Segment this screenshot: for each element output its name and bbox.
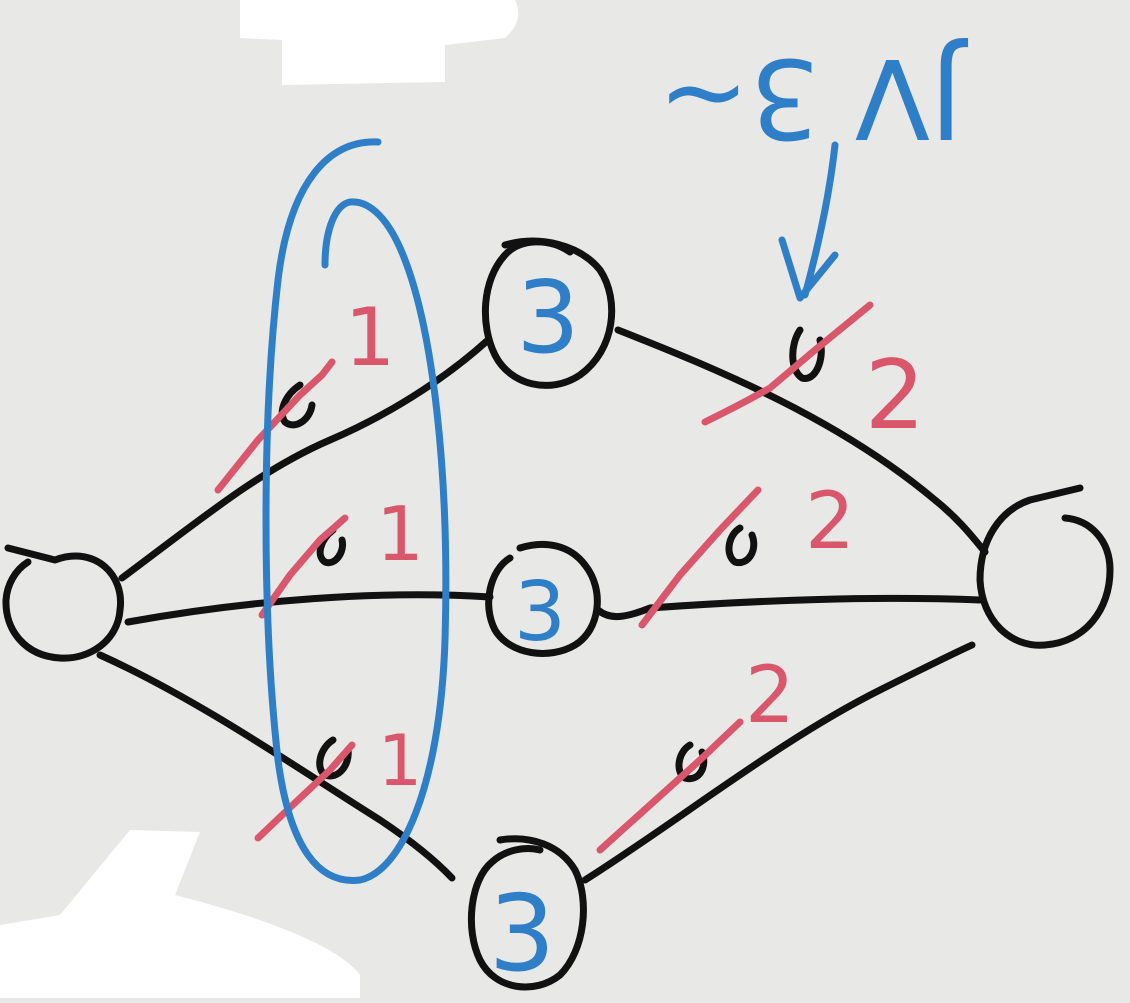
edge-middle-sink (594, 594, 984, 620)
annotation-text: JV 3~ (658, 34, 969, 162)
node-top-label: 3 (516, 259, 580, 376)
edge-source-bottom (96, 651, 456, 882)
node-labels: 3 3 3 (489, 259, 580, 995)
edge-top-sink (614, 326, 989, 556)
strike-left-bottom (254, 741, 356, 842)
edge-label-left-middle: 1 (376, 490, 424, 578)
edge-bottom-sink (581, 641, 976, 884)
strike-left-middle (258, 514, 349, 619)
edge-label-right-middle: 2 (805, 477, 855, 567)
red-edge-strikes (214, 301, 874, 854)
arrow-shaft (801, 141, 839, 299)
edge-label-left-bottom: 1 (378, 720, 423, 802)
edge-labels: 1 1 1 2 2 2 (345, 291, 926, 802)
node-source (2, 544, 125, 662)
node-middle-label: 3 (514, 565, 566, 660)
strike-right-middle (638, 486, 762, 629)
flow-marker-left-top (278, 381, 316, 429)
arrow-head (778, 236, 839, 302)
node-top (481, 237, 616, 389)
edge-label-left-top: 1 (345, 291, 396, 384)
white-patches (0, 0, 519, 998)
graph-nodes (2, 237, 1114, 991)
flow-markers (278, 326, 825, 783)
edge-source-top (118, 336, 492, 582)
node-bottom-label: 3 (489, 873, 556, 995)
cut-ellipse-outline (262, 138, 450, 884)
edge-source-middle (124, 591, 494, 626)
flow-marker-right-middle (725, 524, 758, 567)
node-middle (485, 540, 601, 657)
edge-label-right-top: 2 (865, 341, 925, 451)
white-patch-bottom-left (0, 830, 360, 998)
cut-ellipse (262, 138, 450, 884)
flow-marker-right-top (789, 326, 825, 382)
strike-left-top (214, 358, 336, 494)
annotation-arrow (778, 141, 839, 302)
annotation-group: JV 3~ (658, 34, 969, 162)
strike-right-bottom (596, 718, 744, 854)
white-patch-top (240, 0, 519, 85)
node-bottom (467, 835, 587, 991)
strike-right-top (701, 301, 874, 426)
node-sink (976, 484, 1114, 649)
edge-label-right-bottom: 2 (745, 651, 795, 741)
